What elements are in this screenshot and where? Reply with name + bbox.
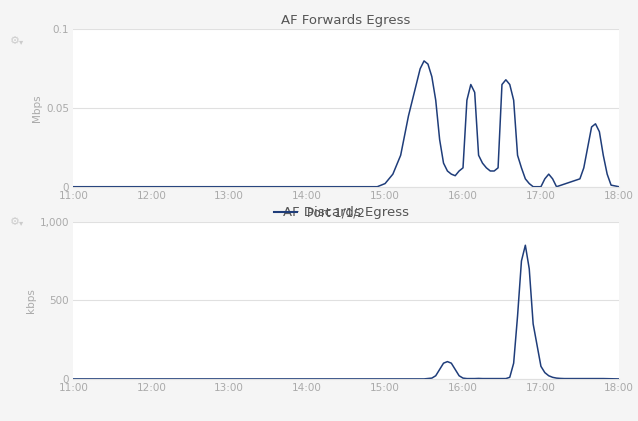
Legend: Port 1/1/2: Port 1/1/2	[269, 201, 369, 224]
Text: ⚙: ⚙	[10, 217, 20, 227]
Text: ⚙: ⚙	[10, 36, 20, 46]
Text: ▾: ▾	[19, 37, 24, 45]
Title: AF Forwards Egress: AF Forwards Egress	[281, 14, 411, 27]
Y-axis label: kbps: kbps	[26, 288, 36, 313]
Title: AF Discards Egress: AF Discards Egress	[283, 206, 409, 219]
Y-axis label: Mbps: Mbps	[32, 94, 42, 122]
Text: ▾: ▾	[19, 218, 24, 226]
